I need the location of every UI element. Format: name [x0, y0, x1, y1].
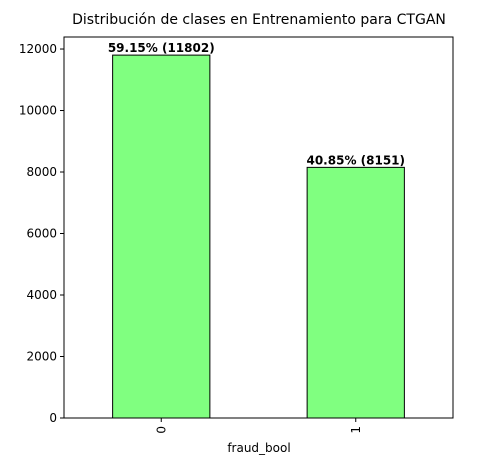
x-tick-label: 1 [349, 426, 363, 434]
chart-title: Distribución de clases en Entrenamiento … [72, 12, 446, 28]
x-tick-label: 0 [154, 426, 168, 434]
y-tick-label: 10000 [19, 104, 57, 118]
y-tick-label: 4000 [26, 288, 57, 302]
bars-group [112, 54, 405, 419]
y-tick-label: 0 [49, 411, 57, 425]
x-axis-label: fraud_bool [227, 441, 290, 455]
y-tick-label: 12000 [19, 42, 57, 56]
plot-frame [63, 36, 454, 419]
data-label-1: 40.85% (8151) [306, 153, 405, 167]
data-labels-group: 59.15% (11802) 40.85% (8151) [108, 41, 405, 167]
y-axis: 0 2000 4000 6000 8000 10000 12000 [19, 42, 64, 425]
y-tick-label: 6000 [26, 227, 57, 241]
data-label-0: 59.15% (11802) [108, 41, 215, 55]
y-tick-label: 8000 [26, 165, 57, 179]
y-tick-label: 2000 [26, 350, 57, 364]
bar-1 [306, 166, 405, 419]
bar-0 [112, 54, 211, 419]
